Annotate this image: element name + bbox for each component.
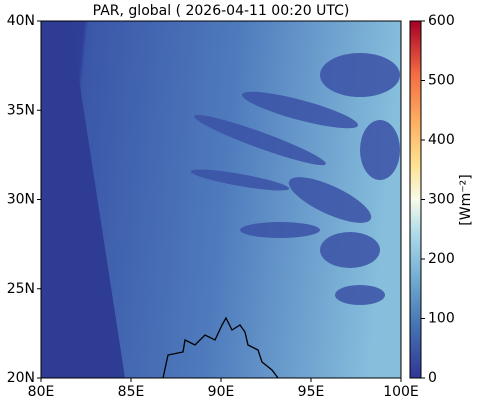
y-tick-label: 35N bbox=[7, 102, 35, 118]
colorbar-tick-label: 200 bbox=[428, 251, 455, 267]
colorbar-tick-label: 100 bbox=[428, 311, 455, 327]
colorbar-tick-label: 300 bbox=[428, 192, 455, 208]
map-field bbox=[41, 21, 401, 378]
y-tick-label: 20N bbox=[7, 370, 35, 386]
colorbar-tick-label: 600 bbox=[428, 13, 455, 29]
colorbar-tick-label: 0 bbox=[428, 370, 437, 386]
colorbar-tick-label: 400 bbox=[428, 132, 455, 148]
title: PAR, global ( 2026-04-11 00:20 UTC) bbox=[93, 3, 350, 19]
colorbar-tick-label: 500 bbox=[428, 73, 455, 89]
y-tick-label: 30N bbox=[7, 192, 35, 208]
x-tick-label: 90E bbox=[208, 384, 235, 400]
x-tick-label: 80E bbox=[28, 384, 55, 400]
y-tick-label: 25N bbox=[7, 281, 35, 297]
x-tick-label: 100E bbox=[383, 384, 419, 400]
x-tick-label: 85E bbox=[118, 384, 145, 400]
colorbar-label: [Wm⁻²] bbox=[458, 174, 474, 225]
y-tick-label: 40N bbox=[7, 13, 35, 29]
colorbar bbox=[409, 20, 422, 379]
x-tick-label: 95E bbox=[298, 384, 325, 400]
